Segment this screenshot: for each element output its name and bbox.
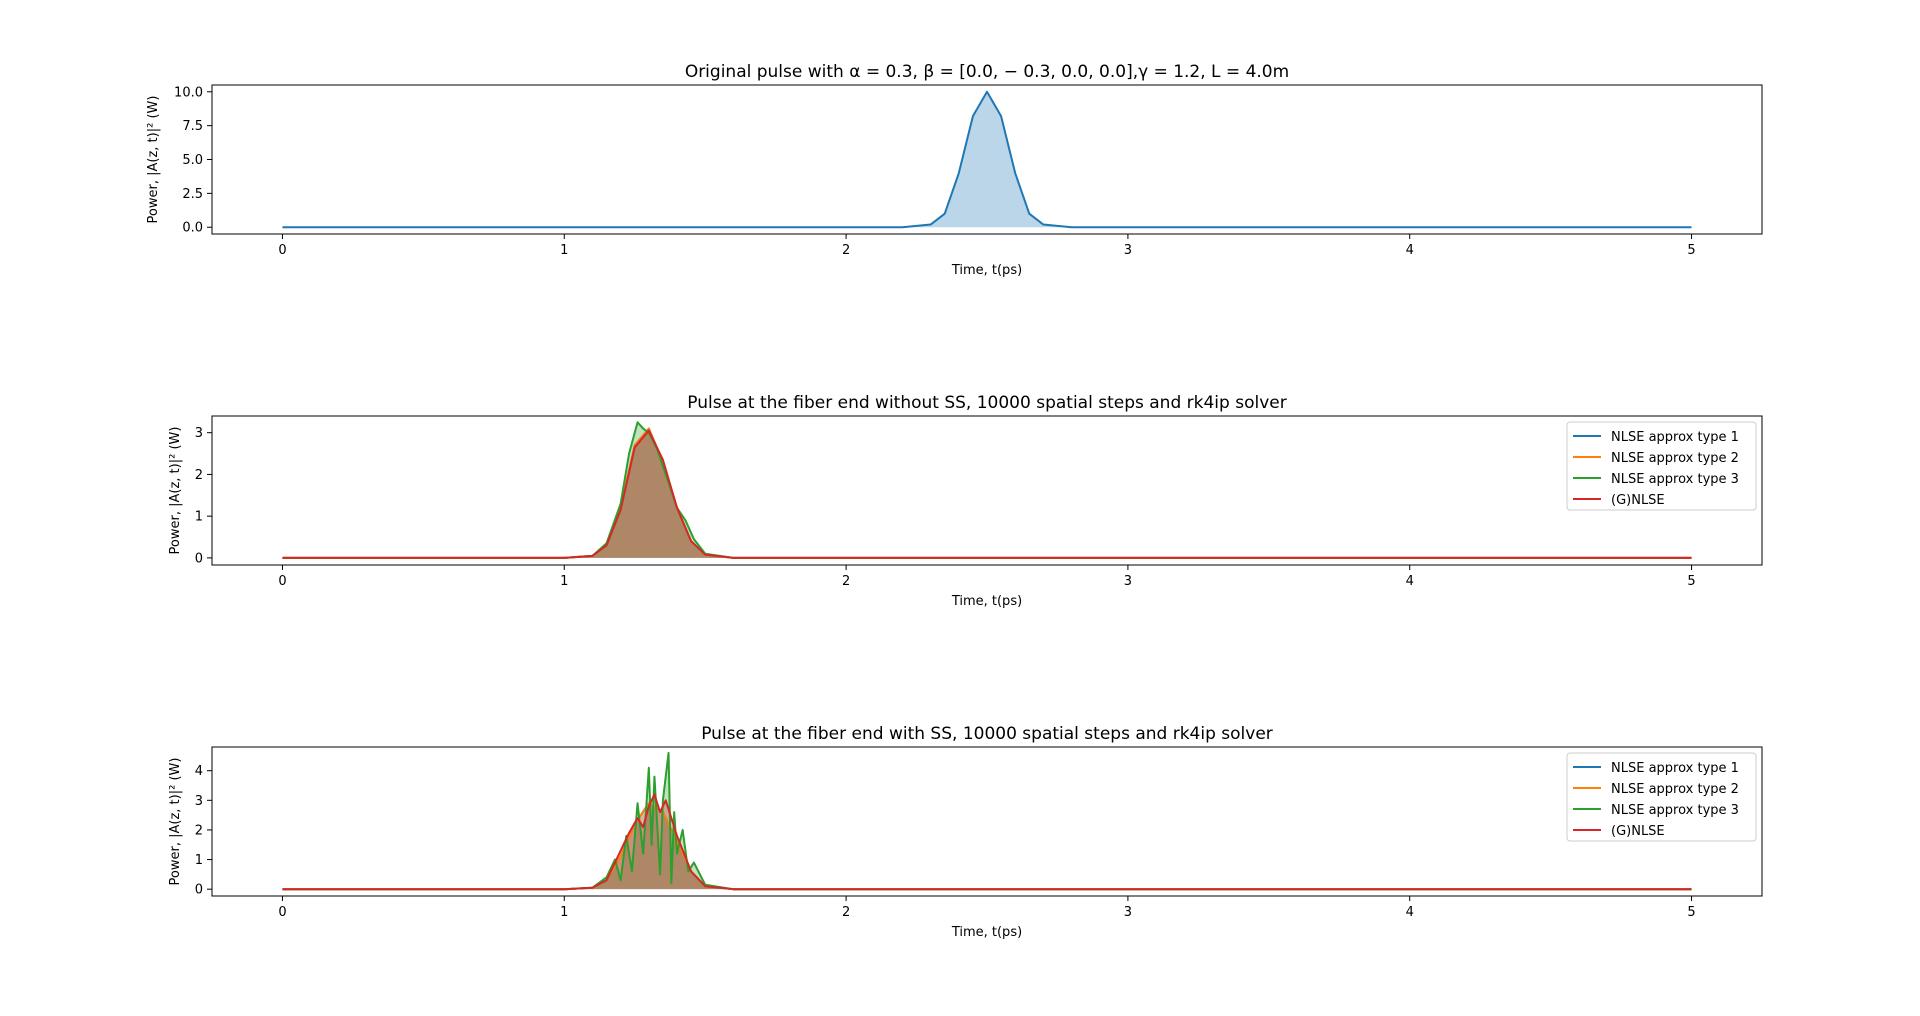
x-axis-label: Time, t(ps) — [951, 263, 1022, 278]
legend-frame — [1566, 752, 1757, 842]
y-tick-label: 0 — [195, 883, 203, 898]
y-tick-label: 5.0 — [182, 153, 203, 168]
y-tick-label: 7.5 — [182, 119, 203, 134]
series-line-3 — [282, 429, 1692, 559]
x-tick-label: 2 — [842, 905, 850, 920]
y-axis-label: Power, |A(z, t)|² (W) — [146, 96, 161, 224]
x-tick-label: 0 — [278, 905, 286, 920]
y-tick-label: 2.5 — [182, 187, 203, 202]
x-tick-label: 2 — [842, 243, 850, 258]
x-tick-label: 3 — [1124, 243, 1132, 258]
series-fill-0 — [282, 428, 1692, 558]
series-fill-1 — [282, 803, 1692, 890]
series-line-3 — [282, 793, 1692, 891]
legend: NLSE approx type 1 NLSE approx type 2 NLSE… — [1566, 421, 1757, 511]
y-tick-label: 10.0 — [174, 85, 203, 100]
x-tick-label: 3 — [1124, 574, 1132, 589]
x-tick-label: 4 — [1406, 905, 1414, 920]
series-line-1 — [282, 802, 1692, 891]
x-tick-label: 4 — [1406, 574, 1414, 589]
axes-frame — [211, 415, 1763, 566]
series-line-0 — [282, 802, 1692, 891]
y-tick-label: 2 — [195, 468, 203, 483]
series-fill-0 — [282, 803, 1692, 890]
legend: NLSE approx type 1 NLSE approx type 2 NLSE… — [1566, 752, 1757, 842]
y-tick-label: 4 — [195, 764, 203, 779]
x-tick-label: 3 — [1124, 905, 1132, 920]
subplot-with-ss: 0 1 2 3 4 5 0 1 2 3 4 Pulse at the fiber end with S… — [168, 724, 1763, 940]
series-line-0 — [282, 427, 1692, 559]
series-fill-0 — [282, 91, 1692, 228]
y-tick-label: 0.0 — [182, 221, 203, 236]
axes-frame — [211, 746, 1763, 897]
legend-label: NLSE approx type 1 — [1611, 430, 1739, 445]
series-fill-2 — [282, 752, 1692, 890]
chart-title: Pulse at the fiber end with SS, 10000 sp… — [701, 724, 1273, 744]
y-tick-label: 3 — [195, 426, 203, 441]
legend-label: NLSE approx type 2 — [1611, 782, 1739, 797]
x-tick-label: 5 — [1687, 574, 1695, 589]
y-axis-label: Power, |A(z, t)|² (W) — [168, 758, 183, 886]
legend-label: (G)NLSE — [1611, 493, 1665, 508]
x-tick-label: 1 — [560, 243, 568, 258]
legend-label: NLSE approx type 3 — [1611, 803, 1739, 818]
series-line-1 — [282, 427, 1692, 559]
y-tick-label: 0 — [195, 551, 203, 566]
x-tick-label: 5 — [1687, 905, 1695, 920]
legend-label: NLSE approx type 2 — [1611, 451, 1739, 466]
x-tick-label: 2 — [842, 574, 850, 589]
chart-title: Pulse at the fiber end without SS, 10000… — [687, 393, 1286, 413]
legend-label: (G)NLSE — [1611, 824, 1665, 839]
series-fill-3 — [282, 794, 1692, 890]
series-line-0 — [282, 90, 1692, 229]
subplot-without-ss: 0 1 2 3 4 5 0 1 2 3 Pulse at the fiber end without… — [168, 393, 1763, 609]
legend-label: NLSE approx type 1 — [1611, 761, 1739, 776]
x-tick-label: 0 — [278, 574, 286, 589]
x-tick-label: 0 — [278, 243, 286, 258]
series-fill-1 — [282, 428, 1692, 558]
x-tick-label: 5 — [1687, 243, 1695, 258]
x-tick-label: 1 — [560, 574, 568, 589]
x-axis-label: Time, t(ps) — [951, 594, 1022, 609]
y-tick-label: 3 — [195, 794, 203, 809]
x-tick-label: 1 — [560, 905, 568, 920]
subplot-original-pulse: 0 1 2 3 4 5 0.0 2.5 5.0 7.5 10.0 Original pulse wit… — [146, 62, 1763, 278]
legend-label: NLSE approx type 3 — [1611, 472, 1739, 487]
legend-frame — [1566, 421, 1757, 511]
x-axis-label: Time, t(ps) — [951, 925, 1022, 940]
series-fill-2 — [282, 422, 1692, 558]
x-tick-label: 4 — [1406, 243, 1414, 258]
series-line-2 — [282, 751, 1692, 891]
series-line-2 — [282, 421, 1692, 559]
y-tick-label: 1 — [195, 510, 203, 525]
y-tick-label: 1 — [195, 853, 203, 868]
y-axis-label: Power, |A(z, t)|² (W) — [168, 427, 183, 555]
y-tick-label: 2 — [195, 823, 203, 838]
series-fill-3 — [282, 430, 1692, 558]
chart-title: Original pulse with α = 0.3, β = [0.0, −… — [685, 62, 1289, 82]
